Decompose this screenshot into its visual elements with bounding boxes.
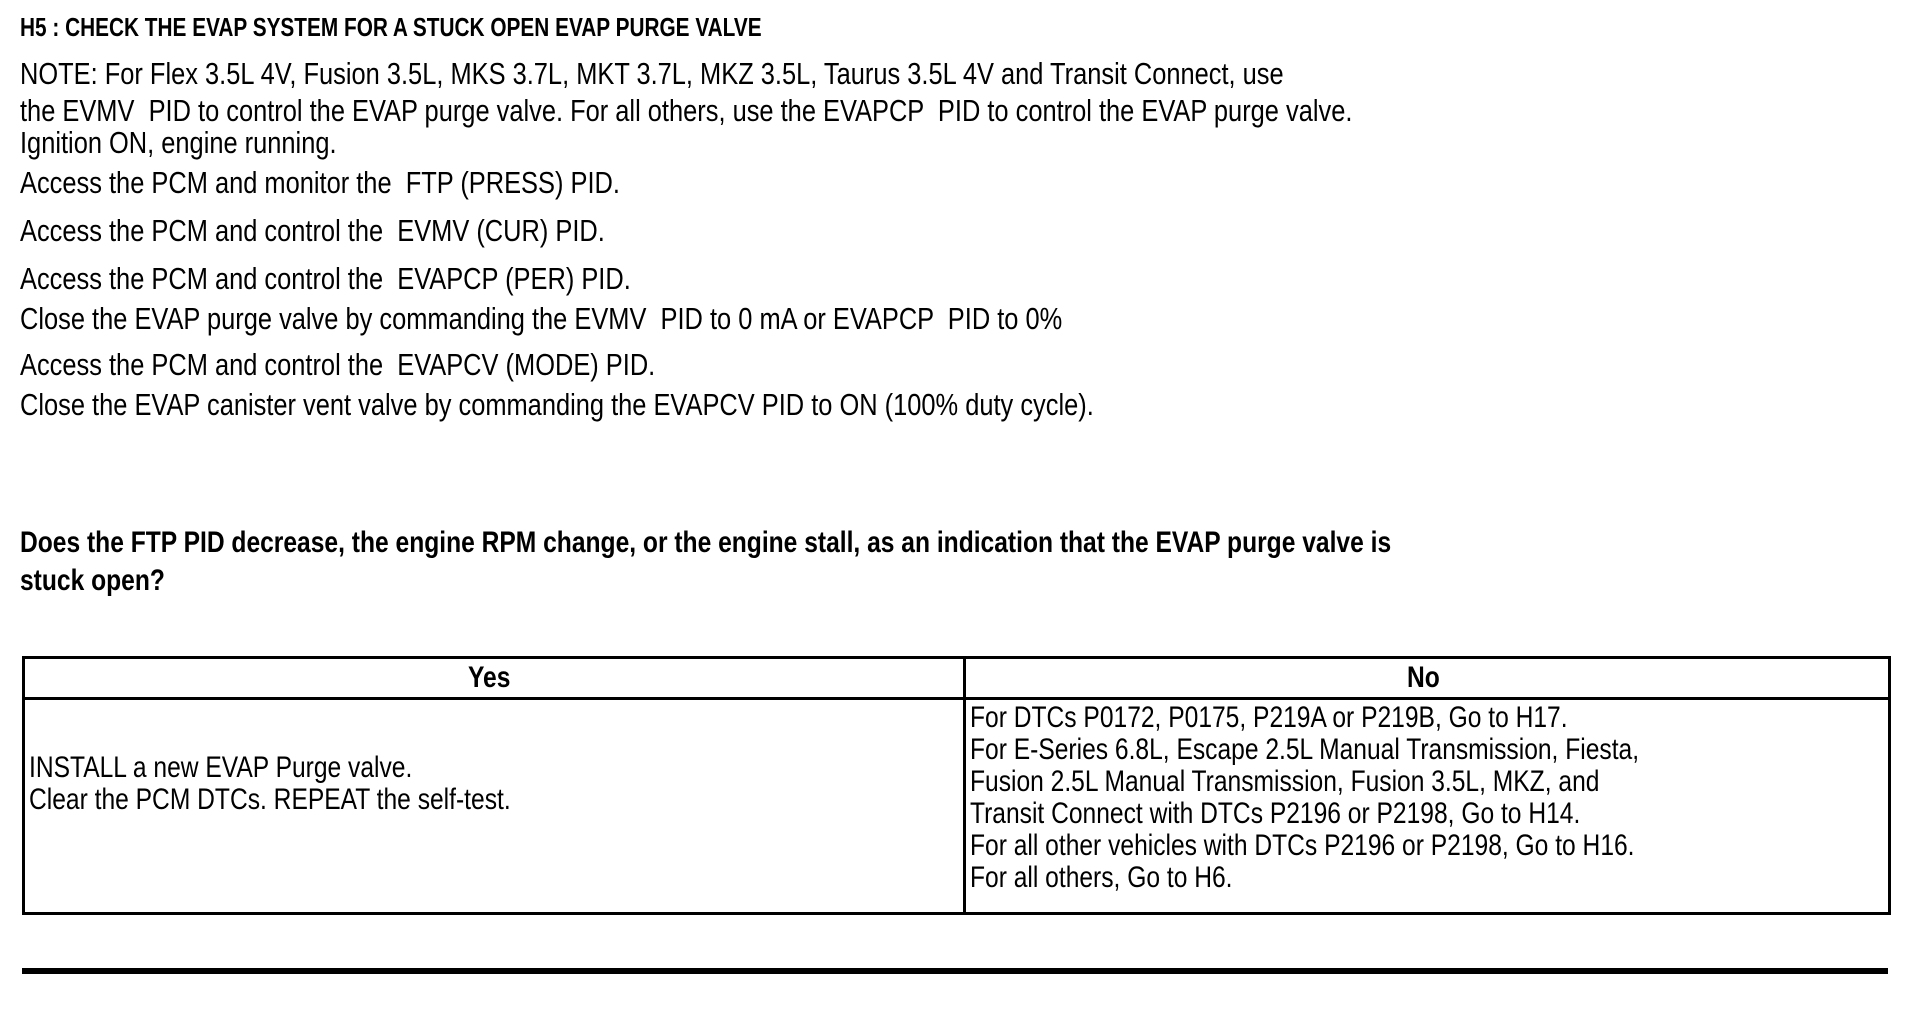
diagnostic-question: Does the FTP PID decrease, the engine RP…: [20, 524, 1900, 600]
step-line-1: Ignition ON, engine running.: [20, 125, 337, 160]
cell-yes-line-1: INSTALL a new EVAP Purge valve.: [29, 751, 413, 784]
table-header-row: Yes No: [22, 656, 1891, 700]
cell-no-inner: For DTCs P0172, P0175, P219A or P219B, G…: [966, 700, 1888, 894]
cell-no-line-5: For all other vehicles with DTCs P2196 o…: [970, 829, 1635, 862]
cell-no-line-2: For E-Series 6.8L, Escape 2.5L Manual Tr…: [970, 733, 1640, 766]
cell-no-line-1: For DTCs P0172, P0175, P219A or P219B, G…: [970, 701, 1568, 734]
step-line-5: Close the EVAP purge valve by commanding…: [20, 301, 1063, 336]
cell-yes-inner: INSTALL a new EVAP Purge valve. Clear th…: [25, 700, 963, 816]
cell-no-line-3: Fusion 2.5L Manual Transmission, Fusion …: [970, 765, 1600, 798]
section-divider: [22, 968, 1888, 974]
note-paragraph: NOTE: For Flex 3.5L 4V, Fusion 3.5L, MKS…: [20, 55, 1645, 129]
note-line-2: the EVMV PID to control the EVAP purge v…: [20, 93, 1353, 128]
cell-no-line-6: For all others, Go to H6.: [970, 861, 1233, 894]
column-header-no: No: [963, 656, 1891, 700]
step-line-6: Access the PCM and control the EVAPCV (M…: [20, 347, 656, 382]
cell-yes-line-2: Clear the PCM DTCs. REPEAT the self-test…: [29, 783, 511, 816]
question-line-1: Does the FTP PID decrease, the engine RP…: [20, 526, 1392, 559]
step-line-7: Close the EVAP canister vent valve by co…: [20, 387, 1094, 422]
table-row: INSTALL a new EVAP Purge valve. Clear th…: [22, 697, 1891, 915]
decision-table: Yes No INSTALL a new EVAP Purge valve. C…: [22, 656, 1891, 915]
cell-no-actions: For DTCs P0172, P0175, P219A or P219B, G…: [963, 697, 1891, 915]
step-line-2: Access the PCM and monitor the FTP (PRES…: [20, 165, 620, 200]
cell-yes-actions: INSTALL a new EVAP Purge valve. Clear th…: [22, 697, 966, 915]
note-line-1: NOTE: For Flex 3.5L 4V, Fusion 3.5L, MKS…: [20, 56, 1284, 91]
page-title: H5 : CHECK THE EVAP SYSTEM FOR A STUCK O…: [20, 12, 947, 42]
question-line-2: stuck open?: [20, 564, 165, 597]
cell-no-line-4: Transit Connect with DTCs P2196 or P2198…: [970, 797, 1581, 830]
step-line-4: Access the PCM and control the EVAPCP (P…: [20, 261, 631, 296]
step-line-3: Access the PCM and control the EVMV (CUR…: [20, 213, 605, 248]
column-header-yes: Yes: [22, 656, 966, 700]
page-title-text: H5 : CHECK THE EVAP SYSTEM FOR A STUCK O…: [20, 12, 762, 42]
